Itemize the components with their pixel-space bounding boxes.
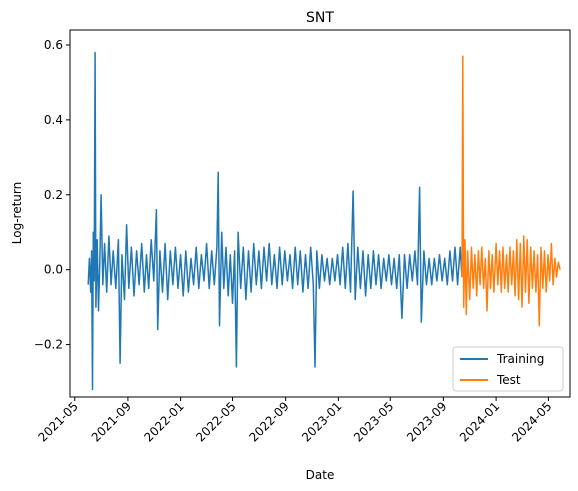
y-tick-label: −0.2 [34, 338, 63, 352]
y-tick-label: 0.0 [44, 263, 63, 277]
legend: Training Test [452, 346, 564, 392]
chart-title: SNT [306, 10, 334, 26]
y-tick-label: 0.4 [44, 113, 63, 127]
x-axis-label: Date [306, 468, 335, 482]
series-line-test [461, 55, 561, 327]
legend-label-test: Test [496, 373, 521, 387]
y-tick-label: 0.2 [44, 188, 63, 202]
y-axis-label: Log-return [10, 182, 24, 244]
y-axis: −0.2 0.0 0.2 0.4 0.6 [34, 38, 70, 352]
plot-lines [87, 51, 561, 391]
legend-label-training: Training [496, 352, 544, 366]
plot-frame [69, 29, 571, 398]
y-tick-label: 0.6 [44, 38, 63, 52]
series-line-training [87, 51, 463, 391]
